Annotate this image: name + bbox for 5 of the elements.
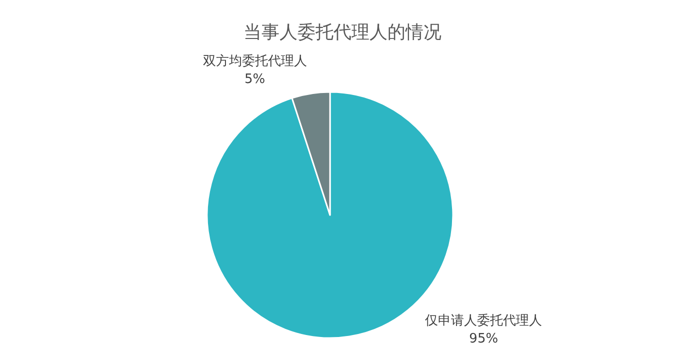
data-label: 95% — [469, 331, 498, 346]
slice-label: 双方均委托代理人 — [202, 52, 307, 69]
slice-label: 仅申请人委托代理人 — [425, 313, 542, 328]
data-label: 5% — [244, 72, 266, 87]
chart-title: 当事人委托代理人的情况 — [244, 22, 442, 43]
